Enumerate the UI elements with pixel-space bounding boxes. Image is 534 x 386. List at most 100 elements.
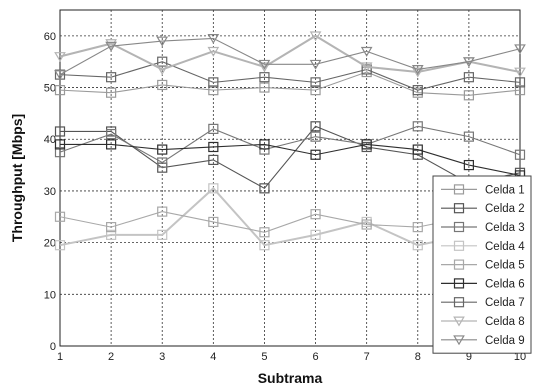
- legend-item: Celda 8: [441, 316, 525, 328]
- data-point: [310, 85, 321, 96]
- data-point: [463, 72, 474, 83]
- data-point: [157, 144, 168, 155]
- legend-marker: [453, 221, 465, 233]
- y-tick-label: 50: [44, 83, 56, 95]
- data-point: [412, 144, 423, 155]
- legend-marker: [453, 297, 465, 308]
- x-tick-label: 7: [364, 351, 370, 363]
- y-axis-tick-labels: 0 10 20 30 40 50 60: [44, 31, 56, 353]
- data-point: [105, 39, 117, 50]
- legend-label: Celda 8: [485, 316, 525, 328]
- data-point: [514, 149, 526, 160]
- series-line: [59, 37, 521, 76]
- legend: Celda 1 Celda 2 Celda 3 Celda 4 Celda 5 Celda…: [432, 175, 532, 354]
- legend-label: Celda 9: [485, 335, 525, 347]
- x-tick-label: 1: [57, 351, 63, 363]
- data-point: [310, 77, 321, 88]
- y-tick-label: 60: [44, 31, 56, 43]
- y-tick-label: 20: [44, 238, 56, 250]
- data-point: [157, 162, 168, 173]
- legend-item: Celda 3: [441, 221, 525, 234]
- legend-label: Celda 1: [485, 184, 525, 196]
- data-point: [208, 183, 219, 194]
- data-point: [106, 87, 117, 98]
- data-point: [207, 33, 220, 44]
- legend-label: Celda 5: [485, 260, 525, 272]
- data-point: [361, 64, 372, 75]
- data-point: [412, 240, 423, 251]
- legend-item: Celda 6: [441, 278, 525, 290]
- data-point: [54, 85, 66, 96]
- data-point: [361, 219, 372, 230]
- x-tick-label: 8: [415, 351, 421, 363]
- data-point: [54, 139, 66, 150]
- data-point: [259, 144, 270, 155]
- data-point: [514, 67, 526, 78]
- series-line: [59, 71, 521, 96]
- data-point: [54, 211, 66, 222]
- data-point: [412, 222, 423, 233]
- data-point: [106, 229, 117, 240]
- legend-marker: [453, 335, 465, 346]
- data-point: [259, 82, 270, 93]
- data-point: [309, 59, 322, 70]
- legend-item: Celda 9: [441, 335, 525, 347]
- x-tick-label: 10: [514, 351, 526, 363]
- x-tick-label: 5: [261, 351, 267, 363]
- data-point: [156, 36, 169, 47]
- series-line: [59, 34, 521, 74]
- data-point: [259, 139, 270, 150]
- data-point: [54, 52, 66, 63]
- x-tick-label: 6: [312, 351, 318, 363]
- legend-item: Celda 1: [441, 184, 525, 196]
- legend-marker: [453, 240, 465, 251]
- series-8: [54, 31, 526, 78]
- data-point: [157, 79, 168, 91]
- data-point: [105, 41, 117, 52]
- data-point: [106, 139, 117, 150]
- data-point: [259, 240, 270, 251]
- data-point: [258, 62, 271, 73]
- y-axis-label: Throughput [Mbps]: [9, 114, 25, 242]
- data-point: [208, 85, 219, 96]
- legend-marker: [453, 203, 465, 214]
- data-point: [54, 240, 66, 251]
- data-point: [54, 126, 66, 137]
- data-point: [208, 154, 219, 166]
- data-point: [310, 131, 321, 142]
- data-point: [412, 85, 423, 96]
- data-point: [360, 46, 373, 57]
- data-point: [514, 85, 526, 96]
- data-point: [412, 121, 423, 132]
- legend-marker: [453, 316, 465, 327]
- data-point: [259, 227, 270, 238]
- y-tick-label: 30: [44, 186, 56, 198]
- legend-label: Celda 3: [485, 222, 525, 234]
- data-point: [106, 222, 117, 233]
- data-point: [157, 229, 168, 240]
- x-tick-label: 4: [210, 351, 216, 363]
- data-point: [258, 59, 271, 70]
- data-point: [310, 229, 321, 240]
- data-point: [54, 147, 66, 158]
- data-point: [259, 183, 270, 194]
- y-tick-label: 0: [50, 341, 56, 353]
- data-point: [411, 65, 424, 75]
- series-line: [59, 125, 521, 164]
- data-point: [514, 44, 526, 55]
- data-point: [208, 77, 219, 88]
- legend-marker: [453, 184, 465, 195]
- legend-marker: [453, 259, 465, 270]
- data-point: [157, 157, 168, 168]
- x-tick-label: 3: [159, 351, 165, 363]
- data-point: [310, 209, 321, 220]
- data-point: [309, 31, 322, 42]
- x-tick-label: 9: [466, 351, 472, 363]
- data-point: [157, 206, 168, 217]
- series-line: [60, 143, 521, 176]
- series-line: [59, 61, 521, 91]
- legend-marker: [453, 278, 465, 289]
- legend-item: Celda 4: [441, 240, 525, 253]
- legend-label: Celda 6: [485, 278, 525, 290]
- legend-label: Celda 2: [485, 203, 525, 215]
